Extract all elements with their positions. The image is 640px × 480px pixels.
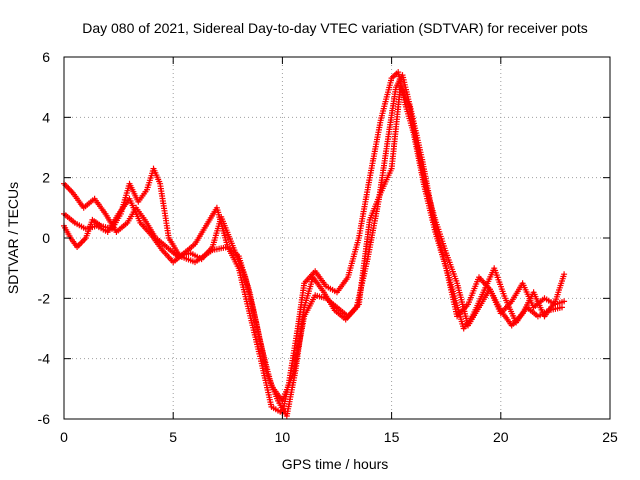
data-point	[561, 271, 568, 278]
x-tick-label: 15	[384, 429, 400, 445]
y-tick-label: -6	[38, 411, 51, 427]
series-3	[61, 84, 568, 404]
data-point	[561, 298, 568, 305]
y-tick-label: 4	[42, 109, 50, 125]
x-tick-label: 0	[60, 429, 68, 445]
y-tick-label: 6	[42, 49, 50, 65]
x-tick-label: 5	[169, 429, 177, 445]
chart-title: Day 080 of 2021, Sidereal Day-to-day VTE…	[82, 20, 588, 36]
x-tick-label: 10	[275, 429, 291, 445]
x-tick-label: 25	[602, 429, 618, 445]
tick-layer: 0 5 10 15 20 25 -6 -4 -2 0 2 4 6	[38, 49, 618, 445]
series-1	[61, 69, 568, 416]
y-tick-label: 0	[42, 230, 50, 246]
series-line	[63, 74, 563, 417]
y-tick-label: -2	[38, 290, 51, 306]
series-line	[63, 86, 565, 402]
series-2	[61, 72, 565, 419]
grid-lines	[64, 57, 610, 419]
x-axis-label: GPS time / hours	[282, 456, 389, 472]
y-tick-label: 2	[42, 170, 50, 186]
series-line	[63, 71, 565, 414]
series-layer	[61, 69, 568, 419]
x-tick-label: 20	[493, 429, 509, 445]
y-axis-label: SDTVAR / TECUs	[5, 182, 21, 294]
y-tick-label: -4	[38, 351, 51, 367]
data-point	[559, 304, 565, 311]
